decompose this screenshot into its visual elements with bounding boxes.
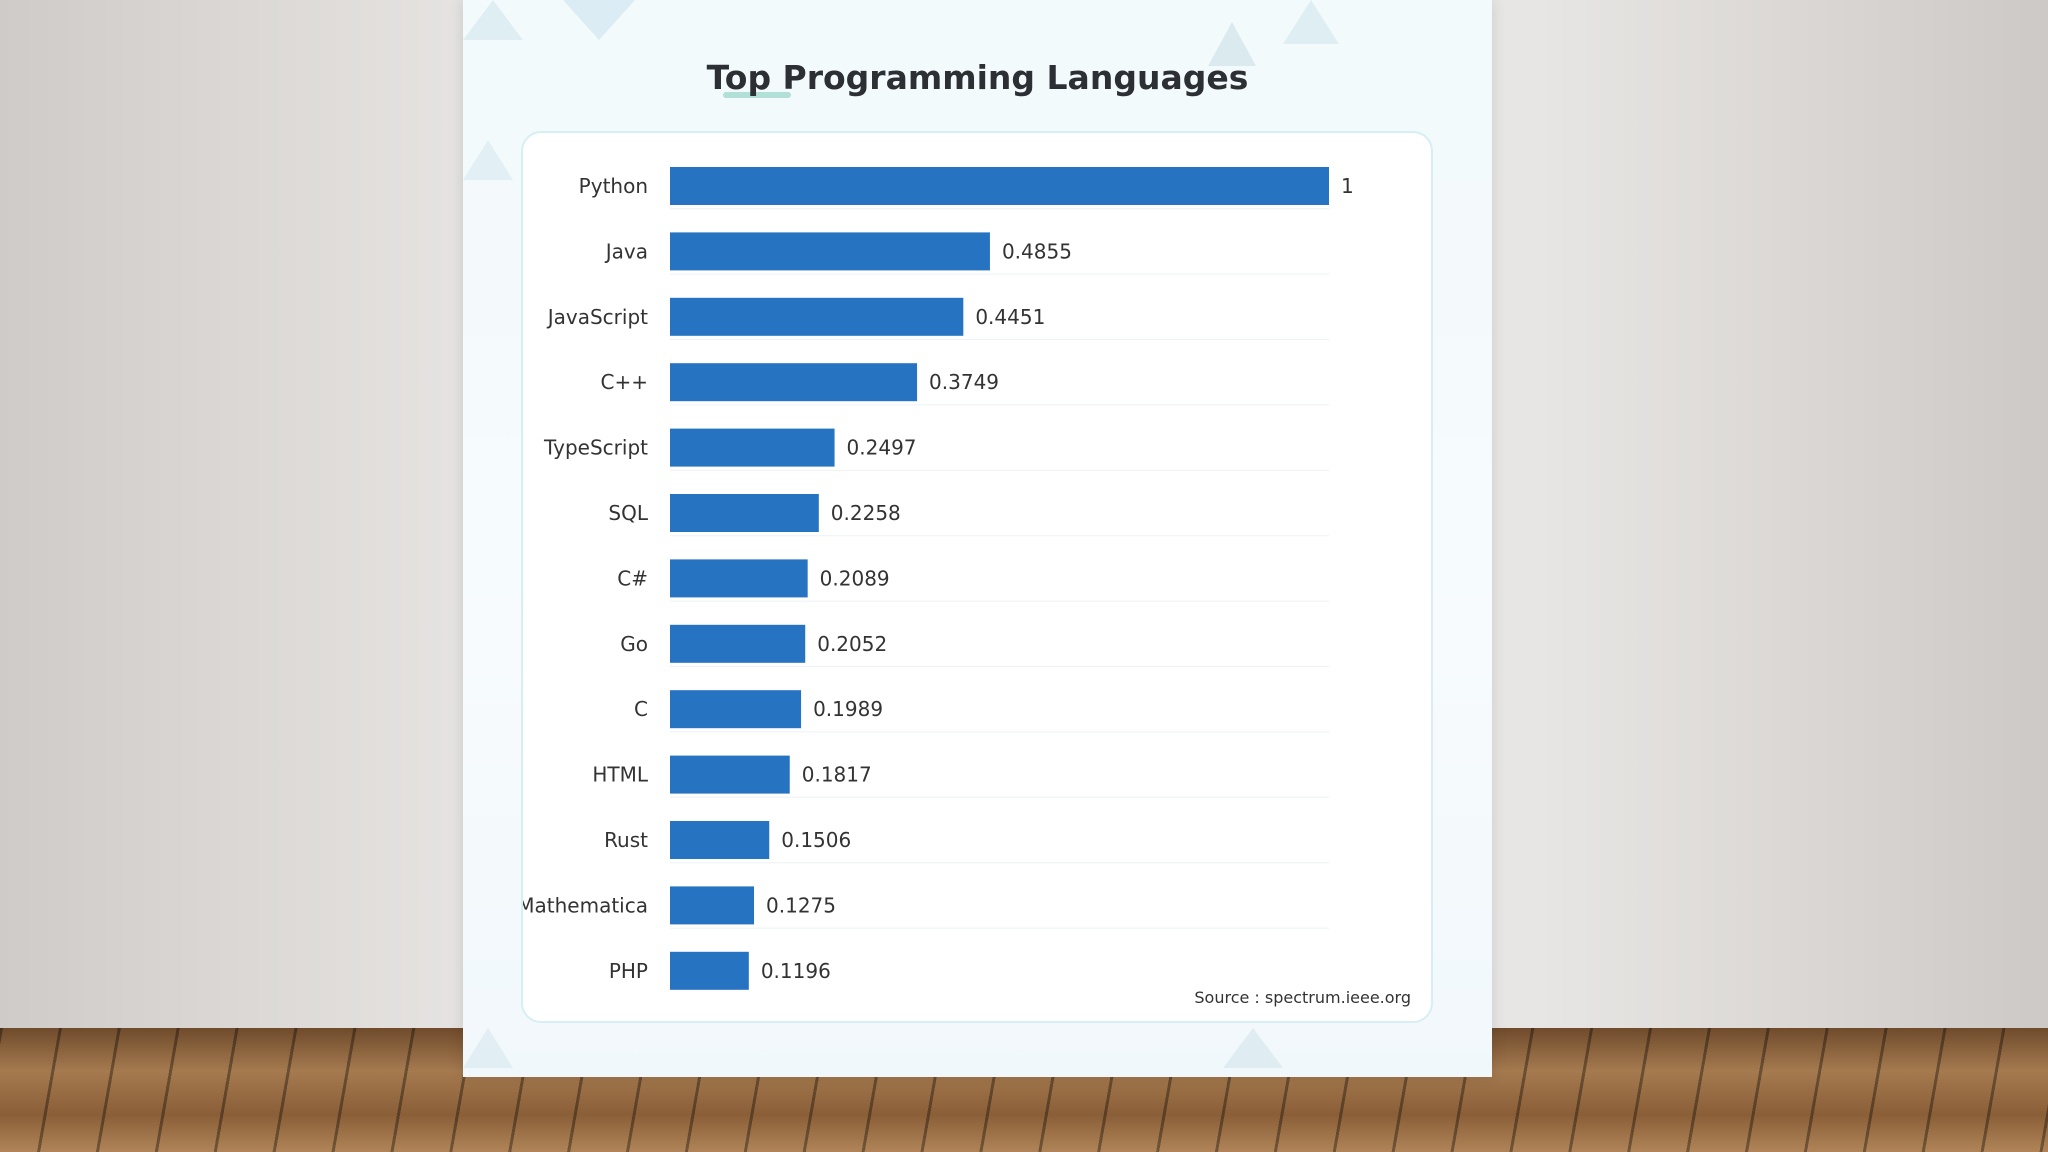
decor-triangle: [463, 140, 513, 180]
value-label: 0.2052: [817, 632, 887, 656]
chart-title: Top Programming Languages: [706, 58, 1249, 97]
bar: [670, 951, 749, 990]
category-label: Rust: [604, 828, 648, 852]
decor-triangle: [563, 0, 635, 40]
value-label: 0.2258: [831, 501, 901, 525]
bar: [670, 167, 1329, 205]
category-label: C++: [601, 370, 648, 394]
bar: [670, 755, 790, 794]
category-label: SQL: [608, 501, 648, 525]
value-label: 0.1817: [802, 763, 872, 787]
bar-chart: Python 1 Java 0.4855 JavaScript 0.4451 C++ 0.37…: [523, 167, 1354, 990]
value-label: 0.3749: [929, 370, 999, 394]
bar: [670, 821, 770, 859]
category-label: JavaScript: [546, 305, 648, 329]
bar: [670, 428, 835, 467]
bar: [670, 363, 918, 402]
decor-triangle: [463, 0, 523, 40]
category-label: C#: [617, 566, 648, 590]
decor-triangle: [1223, 1028, 1283, 1068]
bar: [670, 886, 755, 925]
source-note: Source : spectrum.ieee.org: [1194, 988, 1411, 1007]
decor-triangle: [1283, 0, 1339, 44]
decor-triangle: [1208, 22, 1256, 66]
bar: [670, 494, 819, 532]
bar: [670, 690, 802, 729]
bar: [670, 624, 806, 663]
category-label: Python: [579, 174, 648, 198]
value-label: 0.1506: [781, 828, 851, 852]
chart-card: Python 1 Java 0.4855 JavaScript 0.4451 C++ 0.37…: [521, 131, 1433, 1023]
slide-panel: Top Programming Languages Python 1 Java 0.4…: [463, 0, 1492, 1077]
bar: [670, 232, 990, 271]
value-label: 0.1196: [761, 959, 831, 983]
value-label: 0.2089: [820, 566, 890, 590]
category-label: Mathematica: [523, 893, 648, 917]
category-label: PHP: [609, 959, 648, 983]
value-label: 0.1275: [766, 893, 836, 917]
bar: [670, 297, 964, 336]
category-label: TypeScript: [543, 436, 648, 460]
value-label: 0.2497: [847, 436, 917, 460]
value-label: 0.4451: [975, 305, 1045, 329]
value-label: 1: [1341, 174, 1354, 198]
bar: [670, 559, 808, 598]
value-label: 0.1989: [813, 697, 883, 721]
value-label: 0.4855: [1002, 239, 1072, 263]
decor-triangle: [463, 1028, 513, 1068]
category-label: C: [634, 697, 648, 721]
category-label: Go: [620, 632, 648, 656]
category-label: HTML: [592, 763, 649, 787]
title-underline: [723, 92, 791, 98]
category-label: Java: [604, 239, 648, 263]
